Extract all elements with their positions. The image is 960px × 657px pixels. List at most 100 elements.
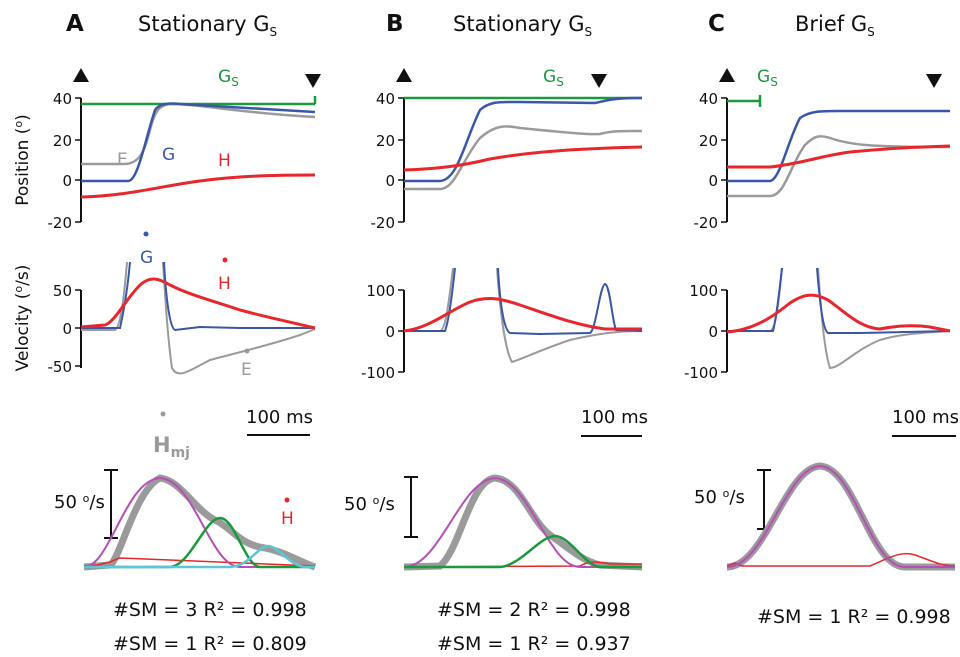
panel-a-title-text: Stationary GS xyxy=(138,12,277,39)
panel-c-submovements: 50 o/s xyxy=(694,462,956,571)
panel-c-title-main: Brief G xyxy=(795,12,867,36)
panel-a-sm-data-line xyxy=(83,557,316,567)
panel-c-end-arrow-icon xyxy=(926,74,942,88)
panel-b-vtick-label-neg100: -100 xyxy=(361,364,395,382)
panel-a-vtick-label-neg50: -50 xyxy=(48,358,73,376)
panel-a-sm-3-line xyxy=(84,544,315,569)
panel-b-start-arrow-icon xyxy=(396,68,412,82)
panel-b-ytick-label-0: 0 xyxy=(385,172,395,190)
panel-c-position-G-line xyxy=(727,109,950,183)
panel-a-vel-label-E: E xyxy=(241,360,252,380)
panel-b-end-arrow-icon xyxy=(591,74,607,88)
panel-a-title-main: Stationary G xyxy=(138,12,270,36)
panel-a-letter: A xyxy=(66,11,84,37)
panel-a-vel-scalebar-label: 50 o/s xyxy=(54,492,105,513)
panel-c-velocity-G-line xyxy=(727,267,951,334)
panel-c-letter: C xyxy=(708,11,725,37)
panel-c-ytick-label-20: 20 xyxy=(699,132,718,150)
velocity-ylabel: Velocity (o/s) xyxy=(12,265,33,372)
panel-a-velocity-E-line xyxy=(81,261,316,375)
panel-b-velocity-H-line xyxy=(403,297,642,333)
panel-a-velocity: 50 0 -50 G H E 100 ms Hmj xyxy=(48,231,316,461)
panel-b-gs-label: GS xyxy=(543,67,564,89)
panel-b-sm-sum-line xyxy=(403,474,643,571)
panel-a-position-G-line xyxy=(81,102,316,183)
panel-b-sm-2-line xyxy=(404,534,642,569)
panel-a-hmj-label: Hmj xyxy=(153,433,190,461)
panel-b-position-H-line xyxy=(403,145,643,172)
panel-c-ytick-label-neg20: -20 xyxy=(694,214,719,232)
panel-a-label-G: G xyxy=(162,145,175,165)
panel-a-vel-label-G: G xyxy=(140,248,153,268)
panel-b-stat-2: #SM = 1 R² = 0.937 xyxy=(437,633,631,655)
panel-b-ytick-label-40: 40 xyxy=(376,90,395,108)
panel-a-label-E: E xyxy=(117,150,128,170)
panel-c-sm-data-line xyxy=(726,553,956,567)
panel-b-vtick-label-100: 100 xyxy=(366,282,395,300)
panel-c-position-H-line xyxy=(727,144,951,169)
panel-c-vtick-label-100: 100 xyxy=(689,282,718,300)
panel-a-title-sub: S xyxy=(270,25,278,39)
panel-c-velocity: 100 0 -100 100 ms xyxy=(684,267,959,437)
panel-a-vel-H-dot xyxy=(222,257,228,263)
panel-c-title: C Brief GS xyxy=(708,11,875,39)
panel-a-sm-label-H: H xyxy=(281,509,294,529)
panel-c-vtick-label-0: 0 xyxy=(708,323,718,341)
panel-b-velocity-E-line xyxy=(404,267,643,364)
panel-c-start-arrow-icon xyxy=(719,68,735,82)
panel-c-title-sub: S xyxy=(867,25,875,39)
panel-a-vel-label-H: H xyxy=(218,274,231,294)
panel-c-vtick-label-neg100: -100 xyxy=(684,364,718,382)
panel-a-sm-sum-line xyxy=(83,474,317,571)
panel-a-ytick-label-20: 20 xyxy=(53,132,72,150)
panel-c-velocity-E-line xyxy=(727,267,951,370)
panel-c-stat-1: #SM = 1 R² = 0.998 xyxy=(757,606,951,628)
panel-b-sm-1-line xyxy=(403,476,642,568)
panel-a-submovements: 50 o/s H xyxy=(54,469,317,571)
panel-b-velocity: 100 0 -100 100 ms xyxy=(361,267,648,437)
panel-b-sm-data-line xyxy=(403,561,642,568)
panel-a-stat-2: #SM = 1 R² = 0.809 xyxy=(113,633,307,655)
panel-a-position-H-line xyxy=(80,173,316,199)
panel-a-hmj-dot xyxy=(160,411,166,417)
panel-a-vel-G-dot xyxy=(143,231,149,237)
panel-a-velocity-H-line xyxy=(80,277,316,330)
panel-b-velocity-G-line xyxy=(404,267,643,336)
panel-c-position: 40 20 0 -20 GS xyxy=(694,67,951,232)
panel-a-velocity-G-line xyxy=(81,261,315,332)
panel-b-letter: B xyxy=(386,11,404,37)
panel-b-title-main: Stationary G xyxy=(453,12,585,36)
panel-c-velocity-H-line xyxy=(726,293,951,334)
panel-a-ytick-label-0: 0 xyxy=(62,172,72,190)
panel-b-vtick-label-0: 0 xyxy=(385,323,395,341)
panel-b-time-scalebar-label: 100 ms xyxy=(581,407,648,428)
panel-a-vtick-label-50: 50 xyxy=(53,282,72,300)
panel-a-ytick-label-40: 40 xyxy=(53,90,72,108)
panel-b-submovements: 50 o/s xyxy=(344,474,643,571)
panel-c-time-scalebar-label: 100 ms xyxy=(892,407,959,428)
panel-b-vel-scalebar-label: 50 o/s xyxy=(344,494,395,515)
panel-c-vel-scalebar-label: 50 o/s xyxy=(694,487,745,508)
panel-a-start-arrow-icon xyxy=(73,68,89,82)
panel-b-title-text: Stationary GS xyxy=(453,12,592,39)
panel-b-ytick-label-neg20: -20 xyxy=(371,214,396,232)
panel-b-title-sub: S xyxy=(585,25,593,39)
panel-a-vtick-label-0: 0 xyxy=(62,320,72,338)
panel-c-ytick-label-0: 0 xyxy=(708,172,718,190)
panel-a-end-arrow-icon xyxy=(305,74,321,88)
panel-c-ytick-label-40: 40 xyxy=(699,90,718,108)
panel-a-time-scalebar-label: 100 ms xyxy=(246,407,313,428)
panel-c-sm-1-line xyxy=(726,464,955,568)
panel-a-ytick-label-neg20: -20 xyxy=(48,214,73,232)
panel-a-position: 40 20 0 -20 GS E G H xyxy=(48,67,321,232)
panel-a-sm-1-line xyxy=(83,476,315,568)
panel-b-position-E-line xyxy=(404,125,643,191)
panel-b-position: 40 20 0 -20 GS xyxy=(371,67,643,232)
panel-a-title: A Stationary GS xyxy=(66,11,277,39)
panel-c-gs-label: GS xyxy=(757,67,778,89)
panel-a-label-H: H xyxy=(218,151,231,171)
position-ylabel: Position (o) xyxy=(12,114,33,206)
panel-a-stat-1: #SM = 3 R² = 0.998 xyxy=(113,599,307,621)
panel-b-stat-1: #SM = 2 R² = 0.998 xyxy=(437,599,631,621)
